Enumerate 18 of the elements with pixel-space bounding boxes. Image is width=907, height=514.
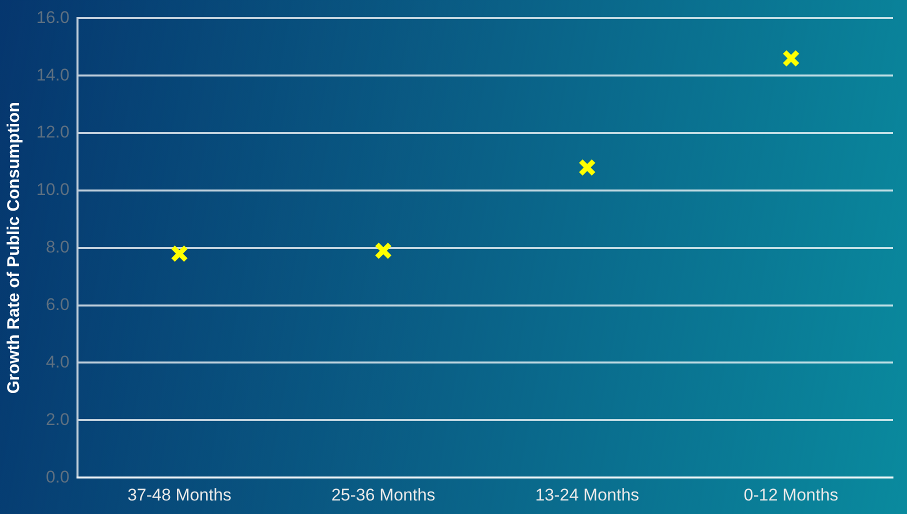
y-tick-label: 2.0 [46,410,70,429]
y-tick-label: 6.0 [46,295,70,314]
y-tick-label: 10.0 [36,180,70,200]
y-tick-label: 16.0 [36,8,70,27]
y-axis-title: Growth Rate of Public Consumption [4,102,23,394]
point [782,50,800,68]
point [170,244,188,263]
y-tick-label: 14.0 [36,65,70,84]
x-tick-label: 25-36 Months [331,485,436,504]
point [578,158,596,176]
x-tick-label: 13-24 Months [535,485,640,504]
x-tick-label: 0-12 Months [744,485,838,504]
y-tick-label: 8.0 [46,238,70,257]
x-tick-label: 37-48 Months [127,485,232,504]
point [374,242,392,260]
y-tick-label: 12.0 [36,122,70,142]
y-tick-label: 0.0 [46,467,70,486]
y-tick-label: 4.0 [46,352,70,372]
